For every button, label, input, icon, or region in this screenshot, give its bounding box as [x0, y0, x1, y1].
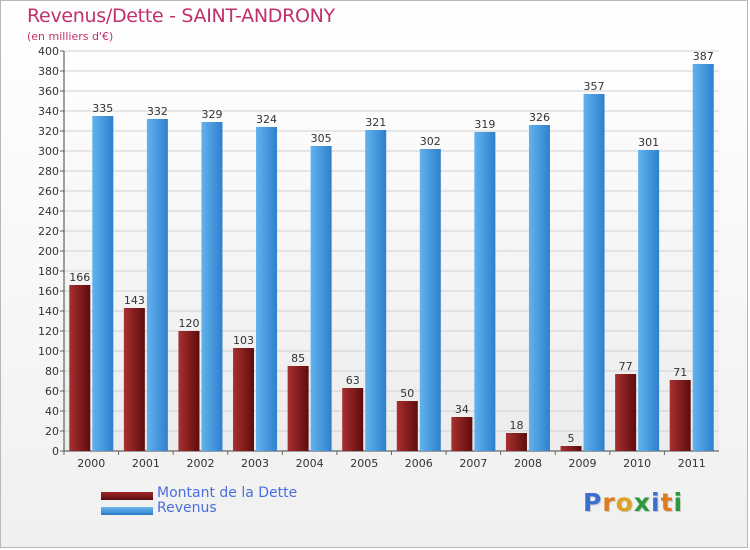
y-tick-label: 80	[45, 365, 59, 378]
bar-dette-label: 77	[619, 360, 633, 373]
bar-revenus	[474, 132, 496, 451]
x-tick-label: 2007	[459, 457, 487, 470]
y-tick-label: 60	[45, 385, 59, 398]
bar-dette	[560, 446, 582, 451]
bar-dette-label: 120	[178, 317, 199, 330]
y-tick-label: 340	[38, 105, 59, 118]
bar-dette-label: 50	[400, 387, 414, 400]
bar-revenus	[92, 116, 114, 451]
bar-dette-label: 34	[455, 403, 469, 416]
bar-revenus-label: 321	[365, 116, 386, 129]
bar-revenus-label: 302	[420, 135, 441, 148]
bar-revenus-label: 357	[584, 80, 605, 93]
bar-dette	[233, 348, 255, 451]
x-tick-label: 2010	[623, 457, 651, 470]
x-tick-label: 2001	[132, 457, 160, 470]
bar-dette-label: 143	[124, 294, 145, 307]
y-tick-label: 20	[45, 425, 59, 438]
y-tick-label: 260	[38, 185, 59, 198]
bar-revenus-label: 332	[147, 105, 168, 118]
y-tick-label: 380	[38, 65, 59, 78]
y-tick-label: 200	[38, 245, 59, 258]
bar-revenus-label: 305	[311, 132, 332, 145]
bar-revenus	[256, 127, 278, 451]
bar-dette	[451, 417, 473, 451]
bar-dette	[396, 401, 418, 451]
bar-revenus-label: 329	[201, 108, 222, 121]
bar-dette-label: 63	[346, 374, 360, 387]
logo-letter: i	[673, 488, 684, 517]
legend-label-revenus: Revenus	[157, 500, 217, 516]
y-tick-label: 280	[38, 165, 59, 178]
bar-dette	[287, 366, 309, 451]
bar-dette-label: 71	[673, 366, 687, 379]
bar-revenus-label: 324	[256, 113, 277, 126]
y-tick-label: 40	[45, 405, 59, 418]
logo-letter: o	[615, 488, 634, 517]
y-tick-label: 100	[38, 345, 59, 358]
logo-letter: r	[602, 488, 616, 517]
bar-revenus	[692, 64, 714, 451]
bar-revenus-label: 319	[474, 118, 495, 131]
x-tick-label: 2002	[186, 457, 214, 470]
y-tick-label: 120	[38, 325, 59, 338]
bar-dette	[669, 380, 691, 451]
bar-revenus	[583, 94, 605, 451]
bar-dette	[615, 374, 637, 451]
x-tick-label: 2008	[514, 457, 542, 470]
bar-revenus	[365, 130, 387, 451]
bar-dette	[342, 388, 364, 451]
y-tick-label: 320	[38, 125, 59, 138]
bar-dette	[123, 308, 145, 451]
bar-revenus-label: 301	[638, 136, 659, 149]
x-tick-label: 2006	[405, 457, 433, 470]
logo-letter: x	[633, 488, 651, 517]
x-tick-label: 2011	[678, 457, 706, 470]
logo-letter: P	[583, 488, 603, 517]
y-tick-label: 160	[38, 285, 59, 298]
y-tick-label: 0	[52, 445, 59, 458]
x-tick-label: 2000	[77, 457, 105, 470]
x-tick-label: 2005	[350, 457, 378, 470]
bar-dette-label: 5	[568, 432, 575, 445]
bar-revenus	[310, 146, 332, 451]
bar-dette-label: 166	[69, 271, 90, 284]
x-tick-label: 2004	[296, 457, 324, 470]
x-tick-label: 2009	[569, 457, 597, 470]
bar-revenus-label: 387	[693, 50, 714, 63]
bar-revenus	[638, 150, 660, 451]
logo-letter: t	[660, 488, 674, 517]
proxiti-logo: Proxiti	[583, 488, 683, 517]
chart-subtitle: (en milliers d'€)	[27, 30, 114, 43]
logo-letter: i	[651, 488, 661, 517]
chart-title: Revenus/Dette - SAINT-ANDRONY	[27, 5, 335, 27]
bar-dette	[69, 285, 91, 451]
bar-revenus	[201, 122, 223, 451]
bar-dette-label: 85	[291, 352, 305, 365]
bar-dette-label: 103	[233, 334, 254, 347]
bar-revenus	[419, 149, 441, 451]
y-tick-label: 300	[38, 145, 59, 158]
y-tick-label: 400	[38, 45, 59, 58]
legend-label-dette: Montant de la Dette	[157, 485, 298, 501]
y-tick-label: 360	[38, 85, 59, 98]
y-tick-label: 140	[38, 305, 59, 318]
y-tick-label: 220	[38, 225, 59, 238]
legend-swatch-dette	[101, 492, 153, 500]
bar-dette	[505, 433, 527, 451]
x-tick-label: 2003	[241, 457, 269, 470]
legend-swatch-revenus	[101, 507, 153, 515]
bar-revenus	[528, 125, 550, 451]
bar-dette	[178, 331, 200, 451]
bar-revenus-label: 335	[92, 102, 113, 115]
bar-revenus	[146, 119, 168, 451]
y-tick-label: 180	[38, 265, 59, 278]
bar-dette-label: 18	[509, 419, 523, 432]
y-tick-label: 240	[38, 205, 59, 218]
bar-revenus-label: 326	[529, 111, 550, 124]
